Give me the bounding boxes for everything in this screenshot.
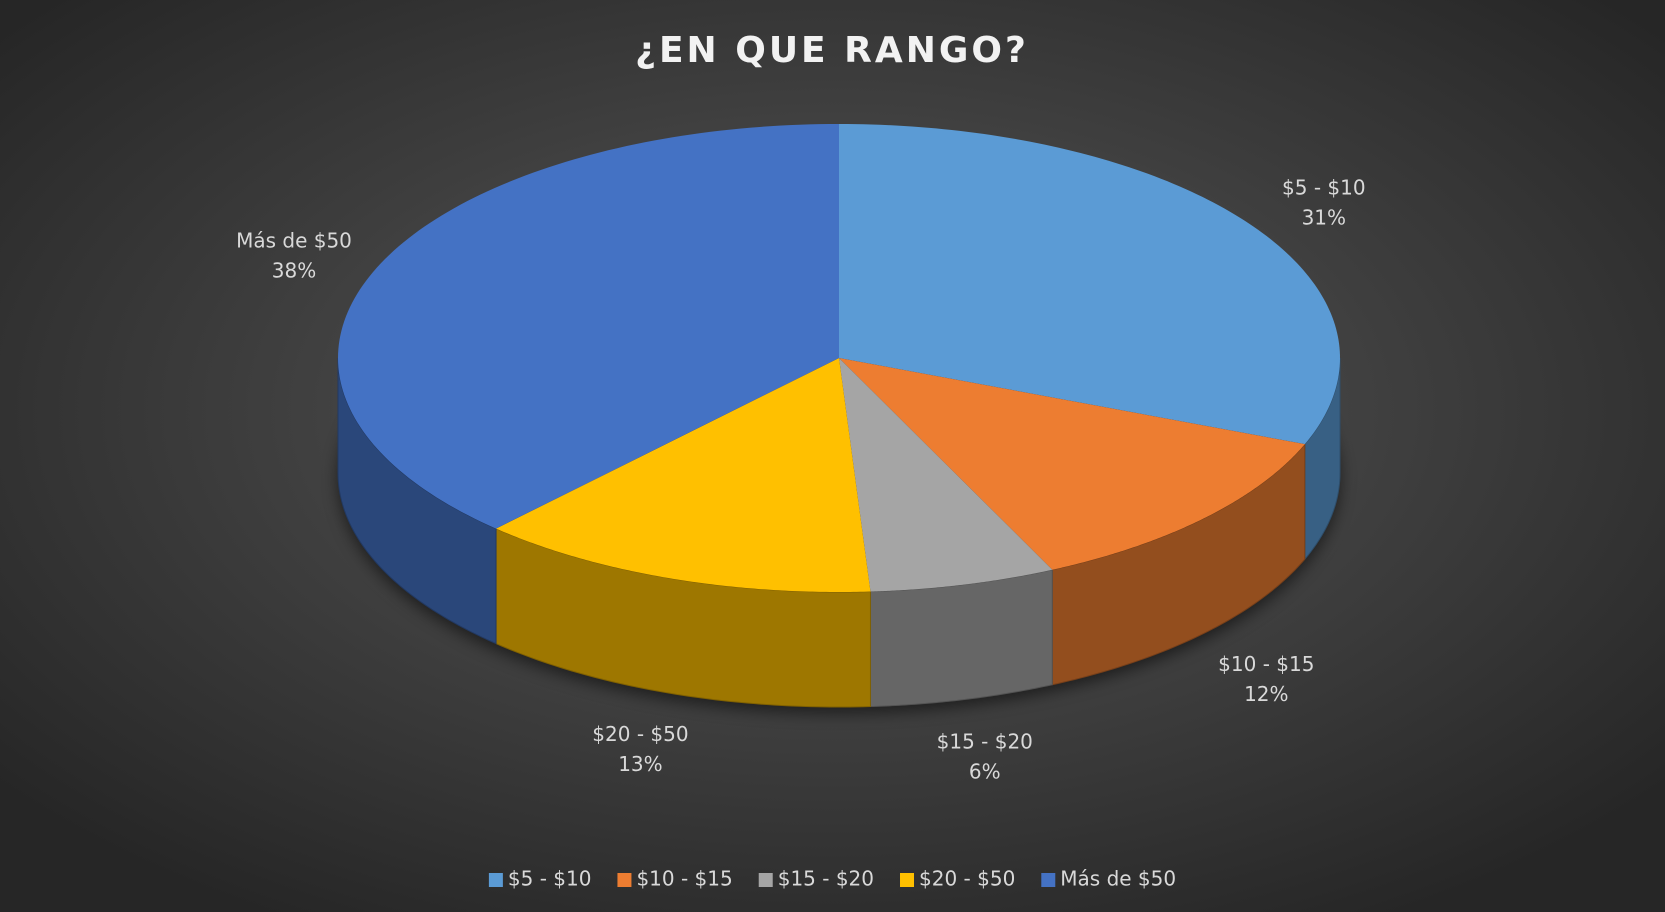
- slice: [496, 358, 871, 592]
- data-label-category: $15 - $20: [937, 730, 1033, 754]
- slice: [338, 124, 839, 529]
- data-label-category: Más de $50: [236, 229, 352, 253]
- legend-item: $5 - $10: [488, 867, 592, 891]
- pie: $5 - $10 31% $10 - $15 12% $15 - $20 6% $20 - …: [236, 124, 1366, 784]
- slice: [839, 358, 1305, 570]
- chart-title: ¿EN QUE RANGO?: [635, 30, 1029, 71]
- data-label-value: 31%: [1302, 206, 1346, 230]
- legend-item: $20 - $50: [900, 867, 1015, 891]
- legend-swatch: [488, 873, 503, 887]
- legend-swatch: [900, 873, 915, 887]
- legend-swatch: [758, 873, 773, 887]
- legend-label: Más de $50: [1060, 867, 1176, 891]
- legend-label: $10 - $15: [636, 867, 732, 891]
- legend-item: $10 - $15: [617, 867, 733, 891]
- legend-swatch: [617, 873, 632, 887]
- data-label-category: $20 - $50: [592, 722, 688, 746]
- legend-item: Más de $50: [1041, 867, 1176, 891]
- data-label-category: $10 - $15: [1218, 652, 1314, 676]
- legend-item: $15 - $20: [758, 867, 874, 891]
- legend-swatch: [1041, 873, 1056, 887]
- slice: [839, 358, 1053, 592]
- data-label-value: 13%: [618, 752, 662, 776]
- data-label-value: 38%: [272, 259, 316, 283]
- legend-label: $20 - $50: [919, 867, 1015, 891]
- data-label-value: 12%: [1244, 682, 1288, 706]
- legend: $5 - $10 $10 - $15 $15 - $20 $20 - $50 Más d…: [488, 867, 1176, 891]
- slice: [839, 124, 1340, 445]
- data-label-category: $5 - $10: [1282, 176, 1366, 200]
- data-label-value: 6%: [969, 760, 1001, 784]
- legend-label: $5 - $10: [508, 867, 592, 891]
- legend-label: $15 - $20: [778, 867, 874, 891]
